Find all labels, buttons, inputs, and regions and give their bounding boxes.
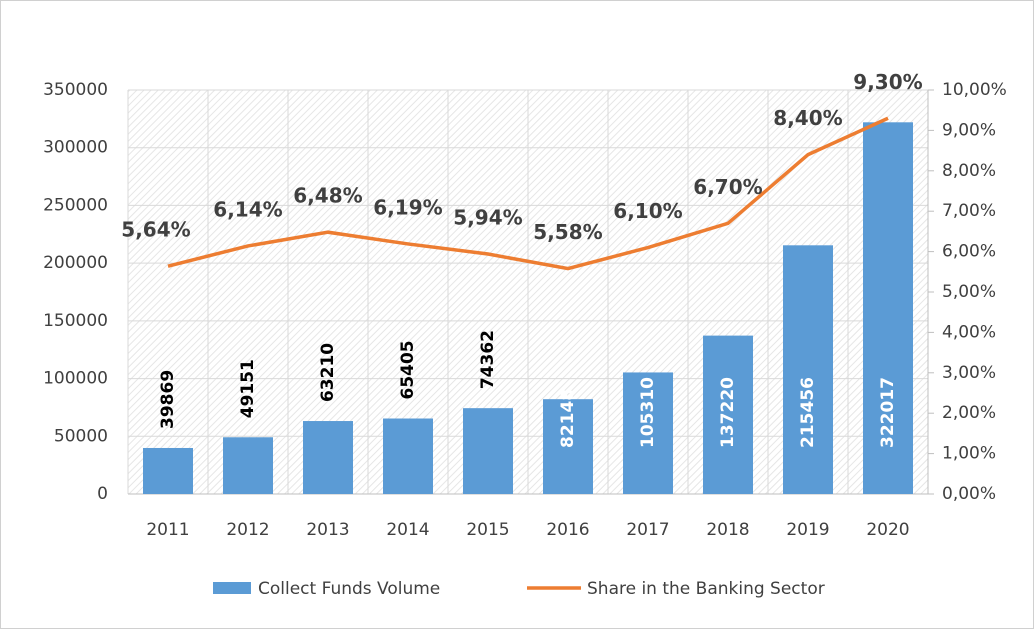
- bar-value-label: 63210: [318, 343, 338, 402]
- y-tick-label: 300000: [43, 138, 108, 158]
- y-tick-label: 100000: [43, 369, 108, 389]
- x-tick-label: 2018: [706, 520, 749, 540]
- x-tick-label: 2019: [786, 520, 829, 540]
- bar-value-label: 215456: [798, 377, 818, 448]
- bar-value-label: 322017: [878, 377, 898, 448]
- y2-tick-label: 7,00%: [942, 201, 996, 221]
- y2-tick-label: 9,00%: [942, 120, 996, 140]
- bar: [543, 399, 593, 494]
- line-value-label: 5,94%: [453, 206, 522, 230]
- bar: [863, 122, 913, 494]
- x-tick-label: 2016: [546, 520, 589, 540]
- bar-value-label: 74362: [478, 330, 498, 389]
- y-tick-label: 0: [97, 484, 108, 504]
- bar: [463, 408, 513, 494]
- y2-tick-label: 10,00%: [942, 80, 1007, 100]
- legend-swatch: [213, 582, 251, 594]
- bar: [143, 447, 193, 494]
- line-value-label: 5,64%: [121, 218, 190, 242]
- x-tick-label: 2013: [306, 520, 349, 540]
- bar: [383, 418, 433, 494]
- y-tick-label: 150000: [43, 311, 108, 331]
- line-value-label: 6,14%: [213, 197, 282, 221]
- x-tick-label: 2017: [626, 520, 669, 540]
- bar: [703, 335, 753, 494]
- bar: [223, 437, 273, 494]
- y2-tick-label: 3,00%: [942, 363, 996, 383]
- legend-label: Collect Funds Volume: [258, 579, 440, 599]
- bar-value-label: 65405: [398, 340, 418, 399]
- y2-tick-label: 6,00%: [942, 242, 996, 262]
- line-value-label: 8,40%: [773, 106, 842, 130]
- x-tick-label: 2015: [466, 520, 509, 540]
- y2-tick-label: 0,00%: [942, 484, 996, 504]
- x-tick-label: 2011: [146, 520, 189, 540]
- y2-tick-label: 8,00%: [942, 161, 996, 181]
- y-tick-label: 200000: [43, 253, 108, 273]
- line-value-label: 6,70%: [693, 175, 762, 199]
- line-value-label: 9,30%: [853, 70, 922, 94]
- y-tick-label: 50000: [54, 426, 108, 446]
- bar-value-label: 82148: [558, 389, 578, 448]
- line-value-label: 6,10%: [613, 199, 682, 223]
- bar-value-label: 39869: [158, 370, 178, 429]
- legend-label: Share in the Banking Sector: [587, 579, 825, 599]
- bar-value-label: 137220: [718, 377, 738, 448]
- bar: [783, 245, 833, 494]
- y2-tick-label: 2,00%: [942, 403, 996, 423]
- line: [167, 116, 889, 271]
- y2-tick-label: 5,00%: [942, 282, 996, 302]
- bar: [623, 372, 673, 494]
- line-value-label: 5,58%: [533, 220, 602, 244]
- y2-tick-label: 1,00%: [942, 444, 996, 464]
- x-tick-label: 2014: [386, 520, 429, 540]
- y2-tick-label: 4,00%: [942, 322, 996, 342]
- line-value-label: 6,19%: [373, 195, 442, 219]
- y-tick-label: 350000: [43, 80, 108, 100]
- bar: [303, 421, 353, 494]
- bar-value-label: 105310: [638, 377, 658, 448]
- bar-value-label: 49151: [238, 359, 258, 418]
- x-tick-label: 2020: [866, 520, 909, 540]
- y-tick-label: 250000: [43, 195, 108, 215]
- x-tick-label: 2012: [226, 520, 269, 540]
- line-value-label: 6,48%: [293, 184, 362, 208]
